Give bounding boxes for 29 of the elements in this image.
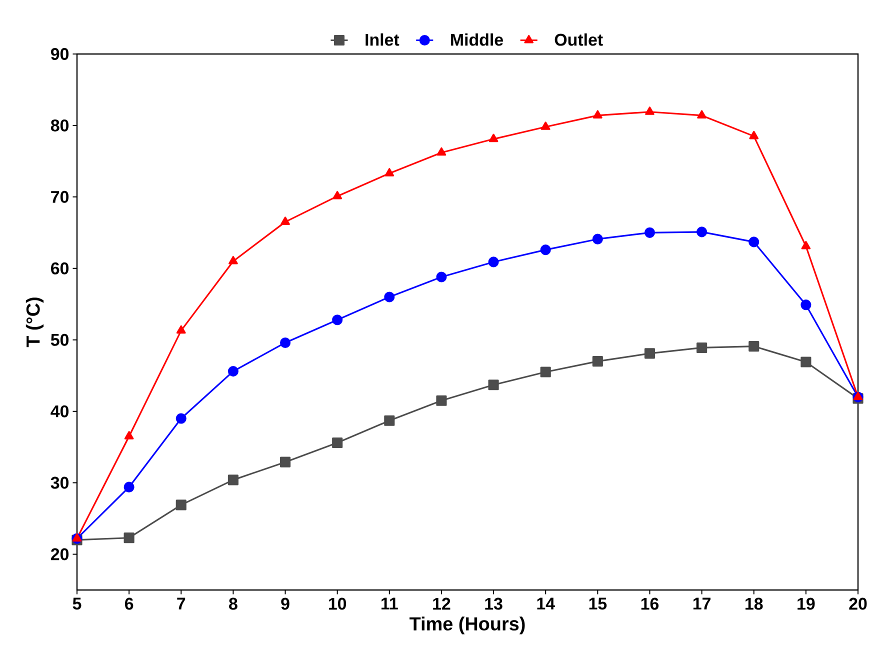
x-tick-label: 18 <box>746 598 763 610</box>
y-tick-label: 60 <box>51 262 69 274</box>
x-tick-label: 19 <box>798 598 815 610</box>
x-tick-label: 17 <box>693 598 710 610</box>
legend-label: Inlet <box>366 33 400 46</box>
x-tick-label: 8 <box>229 598 238 610</box>
y-tick-label: 20 <box>50 548 69 560</box>
x-tick-label: 7 <box>177 598 186 610</box>
x-tick-label: 6 <box>124 598 134 610</box>
legend-label: Middle <box>451 33 503 46</box>
y-tick-label: 40 <box>50 405 69 418</box>
x-tick-label: 5 <box>72 598 82 610</box>
x-axis-title: Time (Hours) <box>410 616 525 634</box>
y-tick-label: 30 <box>50 476 69 489</box>
y-tick-label: 50 <box>50 334 69 346</box>
x-tick-label: 9 <box>281 598 290 610</box>
x-tick-label: 20 <box>849 598 867 610</box>
x-tick-label: 12 <box>433 598 450 610</box>
x-tick-label: 10 <box>328 598 346 610</box>
x-tick-label: 16 <box>641 598 659 610</box>
x-tick-label: 15 <box>589 598 607 610</box>
y-axis-title: T (°C) <box>26 298 44 348</box>
x-tick-label: 11 <box>382 598 398 610</box>
x-tick-label: 14 <box>537 598 555 610</box>
legend-label: Outlet <box>554 33 603 46</box>
x-tick-label: 13 <box>485 598 502 610</box>
y-tick-label: 90 <box>50 48 69 60</box>
y-tick-label: 80 <box>50 119 69 132</box>
y-tick-label: 70 <box>51 190 69 203</box>
